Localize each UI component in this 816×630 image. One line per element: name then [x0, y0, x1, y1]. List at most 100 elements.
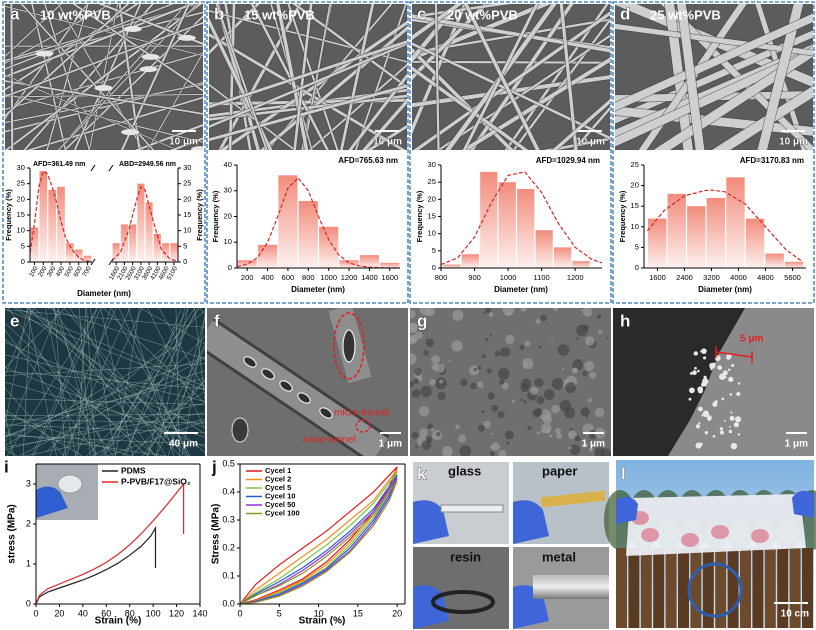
x-tick-label: 120	[169, 608, 184, 618]
fiber	[44, 4, 91, 150]
fiber	[155, 308, 189, 456]
grain	[507, 311, 512, 316]
grain	[549, 434, 553, 438]
bar	[667, 193, 686, 268]
fiber	[49, 308, 117, 456]
fiber	[130, 379, 205, 456]
grain	[481, 410, 485, 413]
grain	[574, 435, 581, 442]
callout-ring	[333, 312, 365, 380]
image	[5, 308, 205, 456]
fiber	[412, 42, 610, 140]
fiber	[219, 20, 407, 150]
fit-curve	[646, 189, 803, 263]
x-tick-label: 700	[81, 265, 93, 278]
fiber	[5, 308, 28, 427]
grain	[735, 416, 742, 423]
x-tick-label: 1200	[567, 273, 584, 282]
glove	[36, 486, 68, 518]
fiber	[664, 4, 693, 150]
grain	[727, 368, 731, 372]
grain	[551, 340, 554, 344]
scale-label: 1 μm	[582, 439, 605, 450]
fiber	[366, 124, 407, 150]
line-series	[239, 472, 398, 605]
grain	[487, 392, 495, 400]
grain	[532, 408, 541, 418]
fiber	[118, 308, 189, 456]
grain	[485, 337, 489, 341]
grain	[460, 378, 468, 387]
scale-label: 5 μm	[740, 334, 763, 345]
grain	[689, 371, 693, 375]
bar	[298, 201, 318, 268]
y-tick-label: 0.4	[222, 486, 235, 496]
grain	[491, 442, 500, 451]
pore	[231, 417, 249, 443]
grain	[477, 424, 486, 432]
grain	[520, 383, 530, 393]
fiber	[615, 13, 813, 112]
x-tick-label: 10	[314, 608, 324, 618]
image-title: 25 wt%PVB	[650, 7, 721, 22]
glove	[792, 490, 814, 518]
grain	[534, 377, 544, 388]
bead	[121, 129, 140, 136]
fiber	[115, 308, 140, 456]
fiber	[156, 346, 205, 456]
fiber	[63, 308, 189, 456]
grain	[488, 312, 494, 318]
plot-bg	[5, 151, 203, 301]
fiber	[5, 419, 205, 424]
red-reflection	[641, 528, 659, 542]
x-tick-label: 20	[392, 608, 402, 618]
fiber	[5, 4, 175, 70]
grain	[413, 367, 422, 376]
grain	[491, 404, 499, 412]
grain	[729, 415, 735, 421]
fiber	[5, 329, 99, 456]
photo-label: resin	[450, 549, 481, 564]
fiber	[412, 4, 463, 41]
grain	[418, 406, 430, 417]
fence-post	[678, 548, 689, 628]
fiber	[5, 356, 205, 437]
x-tick-label: 100	[28, 265, 40, 278]
sample-film	[57, 474, 83, 494]
fiber	[44, 308, 77, 456]
metal-rod	[533, 575, 609, 599]
pore	[279, 380, 293, 392]
bar	[785, 261, 804, 268]
fence-post	[777, 548, 789, 628]
grain	[410, 380, 414, 388]
x-tick-label: 300	[46, 265, 58, 278]
grain	[431, 363, 439, 371]
panel-label: e	[10, 311, 19, 330]
y-tick-label: 30	[17, 163, 25, 172]
fiber	[125, 308, 182, 456]
fit-curve	[236, 176, 400, 269]
panel-label: a	[10, 4, 20, 23]
x-axis-label: Diameter (nm)	[77, 289, 131, 298]
grain	[728, 376, 734, 382]
grain	[598, 329, 603, 334]
y-tick-label: 20	[17, 194, 25, 203]
grain	[692, 370, 697, 376]
grain	[473, 367, 477, 372]
grain	[731, 363, 735, 368]
fiber	[266, 4, 393, 150]
grain	[477, 381, 484, 388]
annotation: ABD=2949.56 nm	[119, 161, 176, 168]
x-tick-label: 3200	[703, 273, 720, 282]
fiber	[5, 4, 200, 62]
panel-label: i	[4, 457, 9, 476]
fiber	[5, 4, 89, 120]
y-tick-label: 0.1	[222, 570, 235, 580]
grain	[470, 382, 477, 390]
x-tick-label: 600	[72, 265, 84, 278]
x-tick-label: 800	[435, 273, 448, 282]
fence-post	[665, 548, 677, 628]
fiber	[5, 93, 203, 98]
grain	[551, 404, 560, 414]
